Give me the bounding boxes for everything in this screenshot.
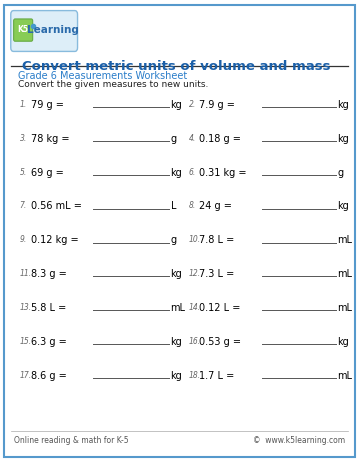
Text: 18.: 18. — [188, 370, 201, 379]
Text: kg: kg — [337, 201, 349, 211]
FancyBboxPatch shape — [4, 6, 355, 457]
Text: 24 g =: 24 g = — [199, 201, 232, 211]
Text: 12.: 12. — [188, 269, 201, 277]
Text: kg: kg — [337, 100, 349, 110]
Text: 0.18 g =: 0.18 g = — [199, 133, 241, 144]
Text: 5.8 L =: 5.8 L = — [31, 302, 66, 313]
Text: 2.: 2. — [188, 100, 196, 108]
Text: Grade 6 Measurements Worksheet: Grade 6 Measurements Worksheet — [18, 70, 187, 81]
Text: 11.: 11. — [20, 269, 32, 277]
Text: 0.12 kg =: 0.12 kg = — [31, 235, 78, 245]
Text: 10.: 10. — [188, 235, 201, 244]
Text: Convert the given measures to new units.: Convert the given measures to new units. — [18, 80, 208, 89]
Text: 15.: 15. — [20, 336, 32, 345]
Text: 8.3 g =: 8.3 g = — [31, 269, 66, 279]
Text: K5: K5 — [18, 25, 28, 34]
Text: 7.3 L =: 7.3 L = — [199, 269, 234, 279]
Text: g: g — [337, 167, 344, 177]
Text: 8.: 8. — [188, 201, 196, 210]
Text: 14.: 14. — [188, 302, 201, 311]
Text: mL: mL — [337, 269, 353, 279]
Text: 16.: 16. — [188, 336, 201, 345]
Text: mL: mL — [337, 302, 353, 313]
Text: 0.56 mL =: 0.56 mL = — [31, 201, 81, 211]
Text: Online reading & math for K-5: Online reading & math for K-5 — [14, 435, 129, 444]
Text: Convert metric units of volume and mass: Convert metric units of volume and mass — [22, 60, 330, 73]
Text: 0.31 kg =: 0.31 kg = — [199, 167, 247, 177]
Text: kg: kg — [337, 336, 349, 346]
Text: 17.: 17. — [20, 370, 32, 379]
Text: 79 g =: 79 g = — [31, 100, 64, 110]
Text: 9.: 9. — [20, 235, 27, 244]
Text: 7.8 L =: 7.8 L = — [199, 235, 234, 245]
Text: ©  www.k5learning.com: © www.k5learning.com — [252, 435, 345, 444]
Text: kg: kg — [171, 370, 182, 380]
Text: kg: kg — [337, 133, 349, 144]
Text: 7.9 g =: 7.9 g = — [199, 100, 235, 110]
Text: 6.: 6. — [188, 167, 196, 176]
Text: 0.53 g =: 0.53 g = — [199, 336, 241, 346]
Text: L: L — [171, 201, 176, 211]
Text: 7.: 7. — [20, 201, 27, 210]
Text: Learning: Learning — [27, 25, 79, 35]
FancyBboxPatch shape — [11, 12, 78, 52]
Text: 1.7 L =: 1.7 L = — [199, 370, 234, 380]
Text: mL: mL — [171, 302, 186, 313]
Text: 78 kg =: 78 kg = — [31, 133, 69, 144]
Text: 5.: 5. — [20, 167, 27, 176]
Text: 6.3 g =: 6.3 g = — [31, 336, 66, 346]
Text: 1.: 1. — [20, 100, 27, 108]
Text: kg: kg — [171, 269, 182, 279]
Text: 13.: 13. — [20, 302, 32, 311]
FancyBboxPatch shape — [14, 20, 33, 42]
Text: g: g — [171, 235, 177, 245]
Text: 69 g =: 69 g = — [31, 167, 63, 177]
Text: kg: kg — [171, 100, 182, 110]
Text: 4.: 4. — [188, 133, 196, 142]
Text: mL: mL — [337, 235, 353, 245]
Text: kg: kg — [171, 336, 182, 346]
Text: 3.: 3. — [20, 133, 27, 142]
Text: mL: mL — [337, 370, 353, 380]
Text: kg: kg — [171, 167, 182, 177]
Text: 0.12 L =: 0.12 L = — [199, 302, 241, 313]
Text: g: g — [171, 133, 177, 144]
Text: 8.6 g =: 8.6 g = — [31, 370, 66, 380]
